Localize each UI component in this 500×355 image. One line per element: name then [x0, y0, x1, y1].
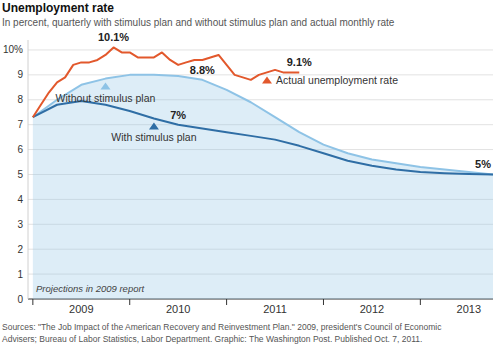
y-axis: 0 1 2 3 4 5 6 7 8 9 10%: [3, 40, 493, 305]
source: Advisers; Bureau of Labor Statistics, La…: [2, 334, 422, 344]
annotations: 10.1% 8.8% 7% 9.1% 5%: [98, 31, 491, 170]
x-tick-label: 2013: [457, 303, 481, 315]
chart: Unemployment rate In percent, quarterly w…: [0, 0, 500, 355]
series-label: With stimulus plan: [111, 131, 196, 143]
x-tick-mark: [32, 299, 33, 305]
annotation: 9.1%: [287, 56, 312, 68]
y-tick-label: 9: [17, 69, 23, 80]
y-tick-label: 8: [17, 94, 23, 105]
subtitle: In percent, quarterly with stimulus plan…: [2, 17, 395, 28]
annotation: 8.8%: [190, 64, 215, 76]
annotation: 10.1%: [98, 31, 129, 43]
series-label: Without stimulus plan: [56, 92, 156, 104]
grid-line: [28, 49, 493, 50]
series-labels: Without stimulus plan With stimulus plan A…: [56, 74, 399, 143]
y-axis-line: [28, 40, 29, 299]
y-tick-label: 1: [17, 269, 23, 280]
y-tick-label: 3: [17, 219, 23, 230]
area: [33, 75, 493, 299]
x-tick-label: 2010: [166, 303, 190, 315]
x-tick-label: 2011: [263, 303, 287, 315]
line: [33, 75, 493, 175]
y-tick-label: 6: [17, 144, 23, 155]
x-tick-mark: [129, 299, 130, 305]
series-label: Actual unemployment rate: [276, 74, 398, 86]
annotation: 7%: [170, 109, 186, 121]
line: [33, 47, 299, 117]
source: Sources: "The Job Impact of the American…: [2, 322, 442, 332]
label-pointer: [262, 76, 272, 83]
title: Unemployment rate: [2, 1, 114, 15]
annotation: 5%: [475, 158, 491, 170]
y-tick-label: 7: [17, 119, 23, 130]
y-tick-label: 4: [17, 194, 23, 205]
y-tick-label: 10%: [3, 44, 23, 55]
x-tick-mark: [420, 299, 421, 305]
x-tick-mark: [323, 299, 324, 305]
line: [33, 101, 493, 174]
note: Projections in 2009 report: [36, 283, 145, 294]
x-tick-label: 2009: [69, 303, 93, 315]
plot-area: [33, 47, 493, 299]
y-tick-label: 2: [17, 244, 23, 255]
label-pointer: [149, 122, 159, 129]
x-tick-label: 2012: [360, 303, 384, 315]
x-tick-mark: [226, 299, 227, 305]
x-axis: 2009 2010 2011 2012 2013: [33, 299, 481, 315]
y-tick-label: 0: [17, 294, 23, 305]
label-pointer: [101, 83, 111, 90]
y-tick-label: 5: [17, 169, 23, 180]
